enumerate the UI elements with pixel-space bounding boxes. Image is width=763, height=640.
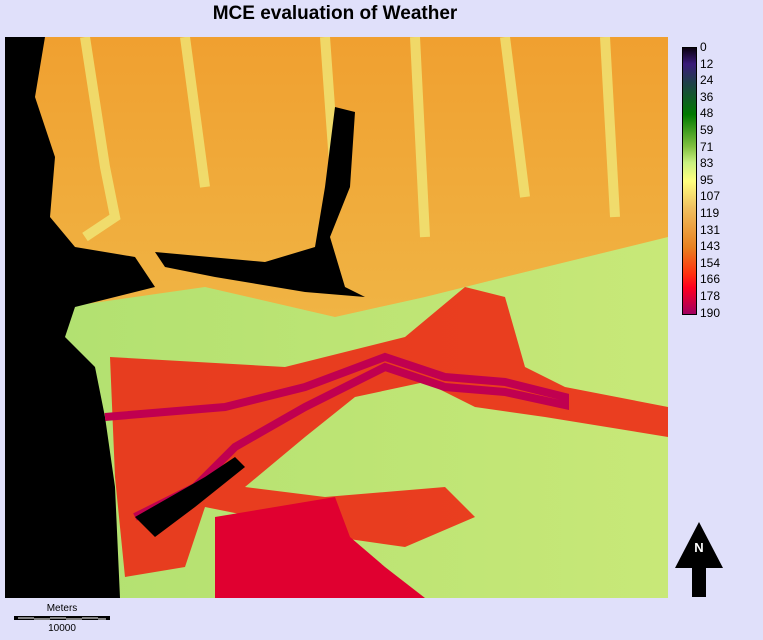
- legend-label: 119: [700, 205, 720, 220]
- legend-color-ramp: [682, 47, 697, 315]
- legend-label: 24: [700, 73, 714, 88]
- legend-label: 36: [700, 89, 714, 104]
- map-title: MCE evaluation of Weather: [212, 3, 458, 24]
- ocean: [5, 37, 155, 598]
- red-zone-west: [110, 287, 668, 577]
- legend-label: 143: [700, 239, 721, 254]
- legend-label: 71: [700, 139, 714, 154]
- river: [104, 352, 569, 521]
- delta-dark: [135, 457, 245, 537]
- scale-value: 10000: [48, 623, 76, 634]
- legend-label: 95: [700, 172, 714, 187]
- legend-label: 48: [700, 106, 714, 121]
- scale-unit: Meters: [46, 603, 78, 614]
- inlet: [155, 107, 365, 297]
- valley-bands: [80, 37, 620, 242]
- scale-bar-graphic: [14, 616, 110, 620]
- legend-label: 83: [700, 156, 714, 171]
- legend-label: 0: [700, 40, 707, 54]
- legend-label: 12: [700, 56, 714, 71]
- legend-label: 131: [700, 222, 721, 237]
- legend-label: 59: [700, 122, 714, 137]
- map-raster: [5, 37, 668, 598]
- legend-label: 154: [700, 255, 721, 270]
- legend-label: 178: [700, 288, 721, 303]
- legend-label: 166: [700, 272, 721, 287]
- legend-labels: 0 12 24 36 48 59 71 83 95 107 119 131 14…: [700, 41, 720, 323]
- north-label: N: [694, 540, 703, 555]
- legend-label: 190: [700, 305, 721, 320]
- scale-bar: Meters 10000: [14, 603, 110, 634]
- north-arrow-icon: N: [675, 522, 723, 597]
- bay: [215, 497, 425, 598]
- legend-label: 107: [700, 189, 721, 204]
